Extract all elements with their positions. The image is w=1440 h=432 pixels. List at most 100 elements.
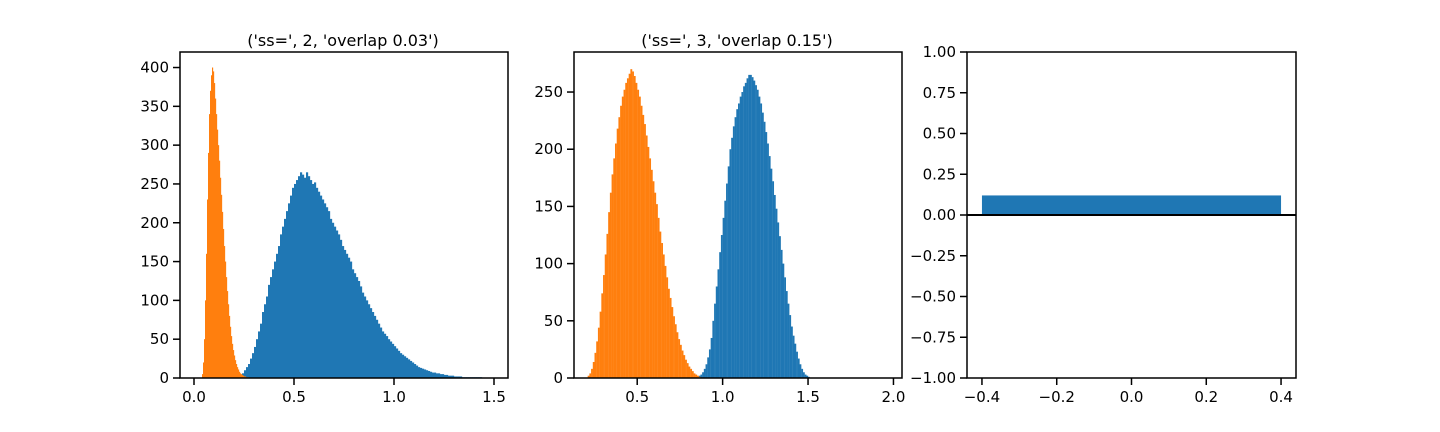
histogram-bar xyxy=(768,156,771,378)
histogram-bar xyxy=(630,69,633,378)
histogram-bar xyxy=(681,350,684,378)
histogram-bar xyxy=(456,376,459,378)
histogram-bar xyxy=(621,96,624,379)
histogram-bar xyxy=(264,304,267,378)
histogram-bar xyxy=(695,374,698,378)
histogram-bar xyxy=(220,177,222,378)
histogram-bar xyxy=(334,226,337,378)
histogram-bar xyxy=(761,112,764,379)
x-tick-label: 0.5 xyxy=(625,388,649,406)
histogram-bar xyxy=(296,180,299,378)
histogram-bar xyxy=(332,222,335,378)
histogram-bar xyxy=(318,191,321,378)
histogram-bar xyxy=(370,308,373,378)
histogram-bar xyxy=(326,207,329,378)
histogram-bar xyxy=(727,166,730,378)
histogram-bar xyxy=(442,374,445,378)
histogram-bar xyxy=(314,182,317,378)
histogram-bar xyxy=(628,73,631,378)
y-tick-label: 0 xyxy=(159,369,169,387)
x-tick-label: 1.0 xyxy=(711,388,735,406)
histogram-bar xyxy=(685,359,687,378)
x-tick-label: 0.5 xyxy=(282,388,306,406)
histogram-bar xyxy=(669,297,672,378)
y-tick-label: 50 xyxy=(544,312,563,330)
histogram-bar xyxy=(797,358,800,378)
histogram-bar xyxy=(693,373,696,378)
histogram-bar xyxy=(216,114,218,378)
histogram-bar xyxy=(666,277,669,378)
histogram-bar xyxy=(356,277,359,378)
histogram-bar xyxy=(213,71,215,379)
y-tick-label: 0.50 xyxy=(923,125,956,143)
histogram-bar xyxy=(719,252,722,378)
histogram-bar xyxy=(592,361,595,378)
y-tick-label: 150 xyxy=(140,253,169,271)
histogram-bar xyxy=(274,261,277,378)
histogram-bar xyxy=(256,339,259,378)
histogram-bar xyxy=(659,231,662,378)
histogram-bar xyxy=(789,315,792,378)
histogram-bar xyxy=(772,181,775,378)
histogram-bar xyxy=(204,339,206,378)
histogram-bar xyxy=(320,195,323,378)
histogram-bar xyxy=(650,169,653,378)
histogram-bar xyxy=(790,326,793,378)
histogram-bar xyxy=(292,187,295,378)
histogram-bar xyxy=(626,78,629,378)
y-tick-label: 100 xyxy=(140,291,169,309)
histogram-bar xyxy=(618,117,621,378)
histogram-bar xyxy=(635,82,638,378)
histogram-bar xyxy=(209,114,211,378)
histogram-bar xyxy=(710,337,713,378)
histogram-bar xyxy=(238,369,240,378)
histogram-bar xyxy=(412,362,415,378)
histogram-bar xyxy=(647,146,650,378)
histogram-bar xyxy=(252,353,255,378)
histogram-bar xyxy=(596,341,599,378)
histogram-bar xyxy=(288,203,291,378)
histogram-bar xyxy=(802,372,805,378)
axes-frame xyxy=(573,51,903,379)
y-tick-label: 300 xyxy=(140,136,169,154)
histogram-bar xyxy=(330,218,333,378)
histogram-bar xyxy=(258,331,261,378)
axes-frame xyxy=(179,51,509,379)
histogram-bar xyxy=(260,323,263,378)
histogram-bar xyxy=(208,152,210,378)
histogram-bar xyxy=(770,168,773,378)
histogram-bar xyxy=(430,371,433,378)
histogram-bar xyxy=(763,121,766,378)
histogram-bar xyxy=(712,320,715,378)
histogram-bar xyxy=(664,265,667,378)
histogram-bar xyxy=(611,174,614,378)
y-tick-label: −0.50 xyxy=(910,288,956,306)
histogram-bar xyxy=(302,174,305,378)
histogram-bar xyxy=(452,375,455,378)
histogram-bar xyxy=(599,311,602,378)
histogram-bar xyxy=(231,336,233,378)
histogram-bar xyxy=(229,315,231,378)
histogram-bar xyxy=(211,75,213,378)
histogram-bar xyxy=(380,327,383,378)
histogram-bar xyxy=(244,370,247,378)
histogram-bar xyxy=(777,222,780,378)
histogram-bar xyxy=(210,90,212,378)
histogram-bar xyxy=(270,277,273,378)
histogram-bar xyxy=(799,364,802,378)
histogram-bar xyxy=(623,89,626,378)
y-tick-label: 100 xyxy=(534,255,563,273)
histogram-bar xyxy=(755,85,757,379)
histogram-bar xyxy=(460,376,463,378)
histogram-bar xyxy=(221,194,223,378)
histogram-bar xyxy=(609,192,612,378)
histogram-bar xyxy=(703,368,706,378)
histogram-bar xyxy=(376,319,379,378)
histogram-bar xyxy=(272,269,275,378)
histogram-bar xyxy=(717,269,720,378)
histogram-bar xyxy=(222,211,224,378)
histogram-bar xyxy=(726,183,728,378)
histogram-bar xyxy=(382,331,385,378)
histogram-bar xyxy=(657,217,660,378)
